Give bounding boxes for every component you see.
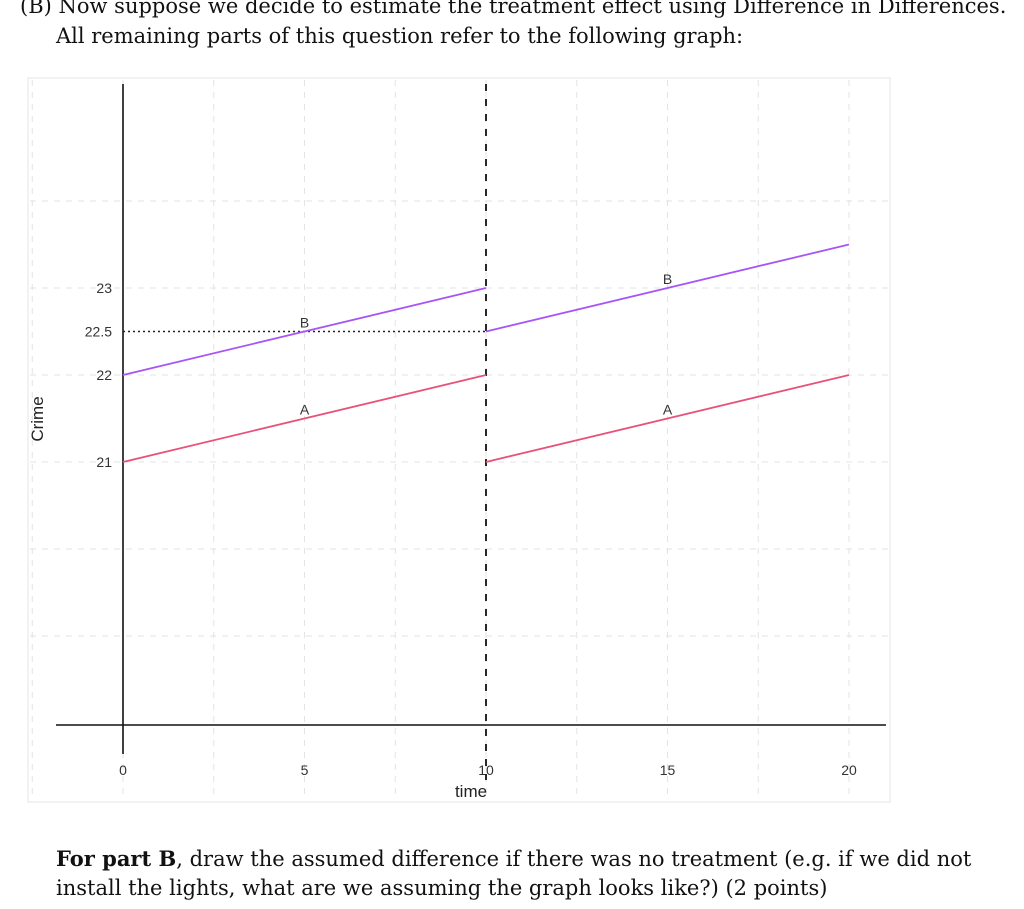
y-tick-label: 22.5: [85, 324, 112, 340]
series-a-segment: [485, 374, 850, 463]
series-b-segment: [122, 287, 487, 376]
y-tick-label: 21: [96, 454, 112, 470]
y-tick-label: 22: [96, 367, 112, 383]
footer-text: , draw the assumed difference if there w…: [56, 847, 972, 900]
series-b-label: B: [300, 315, 309, 331]
x-tick-label: 20: [841, 762, 857, 778]
y-tick-label: 23: [96, 280, 112, 296]
x-axis-title: time: [455, 782, 487, 801]
series-a-label: A: [300, 402, 310, 418]
series-a-label: A: [663, 402, 673, 418]
series-a-segment: [122, 374, 487, 463]
x-tick-label: 5: [301, 762, 309, 778]
question-intro-line2: All remaining parts of this question ref…: [56, 24, 744, 48]
series-b-label: B: [663, 271, 672, 287]
question-intro-line1: (B) Now suppose we decide to estimate th…: [20, 0, 1007, 18]
series-b-segment: [485, 243, 850, 333]
x-tick-label: 0: [119, 762, 127, 778]
footer-bold: For part B: [56, 846, 177, 871]
question-footer: For part B, draw the assumed difference …: [56, 844, 986, 903]
plot-panel: [27, 77, 891, 803]
y-axis-title: Crime: [28, 396, 47, 441]
x-tick-label: 15: [660, 762, 676, 778]
x-tick-label: 10: [478, 762, 494, 778]
